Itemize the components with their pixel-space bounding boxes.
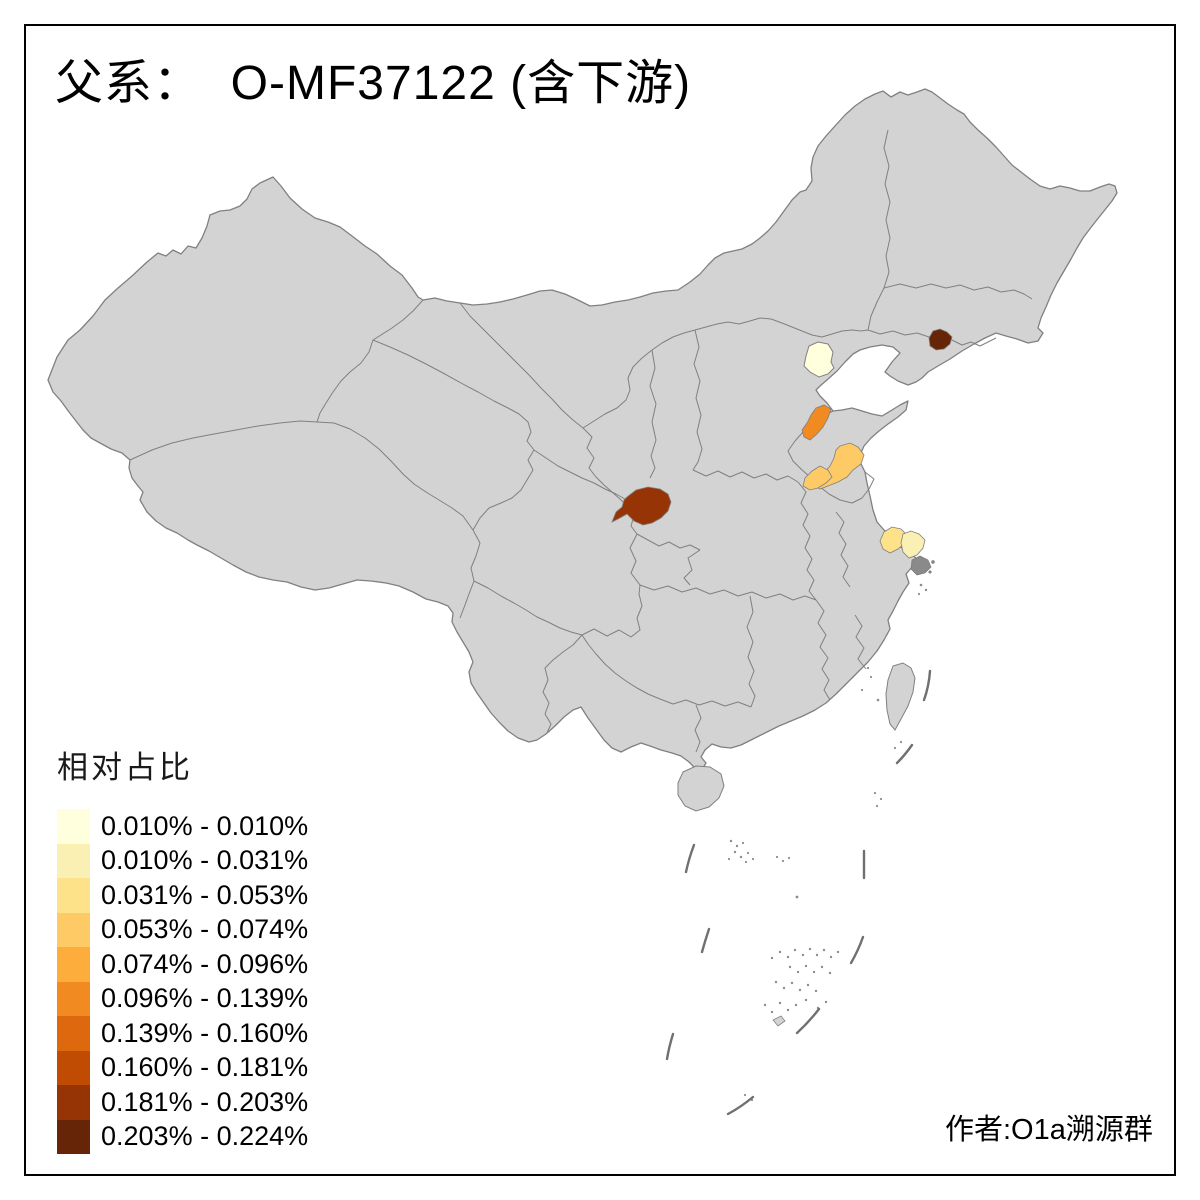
legend-label: 0.181% - 0.203%: [101, 1086, 309, 1117]
legend-label: 0.203% - 0.224%: [101, 1121, 309, 1152]
region-shaanxi-prefecture: [611, 486, 672, 526]
legend-swatch: [57, 809, 90, 844]
legend-row: 0.031% - 0.053%: [57, 878, 308, 913]
author-credit: 作者:O1a溯源群: [945, 1114, 1153, 1146]
legend-row: 0.160% - 0.181%: [57, 1050, 309, 1085]
taiwan-island: [885, 662, 916, 731]
legend-swatch: [57, 981, 90, 1016]
legend-row: 0.074% - 0.096%: [57, 947, 308, 982]
region-liaoning-prefecture: [928, 328, 953, 351]
legend-label: 0.010% - 0.031%: [101, 845, 309, 876]
shanghai-island-cluster: [910, 555, 935, 576]
page-title: 父系： O-MF37122 (含下游): [55, 57, 692, 110]
legend-row: 0.010% - 0.010%: [57, 809, 308, 844]
legend-label: 0.074% - 0.096%: [101, 948, 309, 979]
plot-frame: [24, 24, 1176, 1176]
province-borders: [129, 129, 1033, 753]
itu-aba-islet: [772, 1015, 786, 1027]
legend-label: 0.010% - 0.010%: [101, 810, 309, 841]
legend-title: 相对占比: [57, 750, 193, 785]
region-beijing: [803, 341, 835, 378]
legend-label: 0.160% - 0.181%: [101, 1052, 309, 1083]
legend-row: 0.053% - 0.074%: [57, 912, 309, 947]
legend-swatch: [57, 947, 90, 982]
region-hebei-prefecture: [801, 404, 832, 441]
legend-swatch: [57, 912, 90, 947]
legend-swatch: [57, 1085, 90, 1120]
legend-label: 0.053% - 0.074%: [101, 914, 309, 945]
region-shandong-prefectures: [802, 442, 865, 491]
legend-label: 0.096% - 0.139%: [101, 983, 309, 1014]
legend: 相对占比 0.010% - 0.010% 0.010% - 0.031% 0.0…: [57, 742, 308, 1154]
legend-swatch: [57, 1119, 90, 1154]
legend-swatch: [57, 843, 90, 878]
china-mainland: [47, 88, 1118, 770]
legend-row: 0.203% - 0.224%: [57, 1119, 309, 1154]
nine-dash-line: [665, 669, 932, 1116]
hainan-island: [677, 765, 725, 812]
legend-swatch: [57, 1016, 90, 1051]
legend-row: 0.096% - 0.139%: [57, 981, 309, 1016]
legend-swatch: [57, 878, 90, 913]
legend-row: 0.139% - 0.160%: [57, 1016, 308, 1051]
legend-row: 0.010% - 0.031%: [57, 843, 309, 878]
legend-swatch: [57, 1050, 90, 1085]
small-islands: [727, 583, 928, 1102]
legend-label: 0.031% - 0.053%: [101, 879, 309, 910]
legend-row: 0.181% - 0.203%: [57, 1085, 308, 1120]
region-jiangsu-prefecture-east: [900, 530, 926, 559]
legend-label: 0.139% - 0.160%: [101, 1017, 309, 1048]
